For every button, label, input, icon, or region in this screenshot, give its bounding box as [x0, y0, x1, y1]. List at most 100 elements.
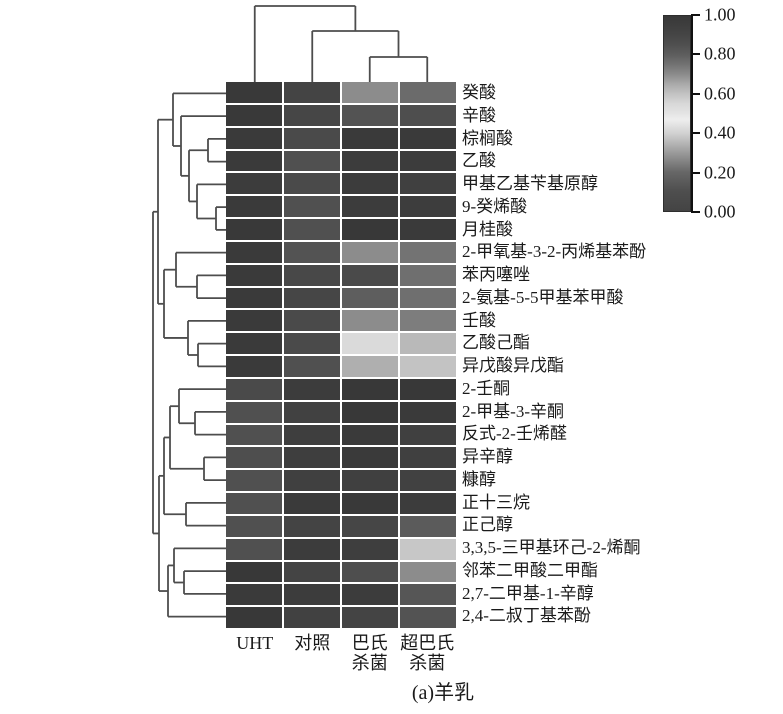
heatmap-cell	[284, 196, 340, 217]
heatmap-cell	[400, 447, 456, 469]
heatmap-cell	[284, 493, 340, 514]
column-dendrogram	[253, 5, 429, 82]
colorbar-tick	[693, 92, 700, 95]
heatmap-cell	[400, 538, 456, 560]
heatmap-cell	[226, 241, 282, 263]
heatmap-cell	[284, 538, 340, 560]
row-label: 甲基乙基苄基原醇	[462, 174, 598, 193]
colorbar-tick-label: 0.20	[704, 162, 736, 183]
heatmap-cell	[342, 607, 398, 628]
heatmap-cell	[342, 219, 398, 240]
row-label: 癸酸	[462, 83, 496, 102]
heatmap-cell	[284, 470, 340, 491]
heatmap-cell	[342, 173, 398, 195]
row-label: 2-氨基-5-5甲基苯甲酸	[462, 287, 624, 307]
heatmap-cell	[226, 219, 282, 240]
colorbar-tick-label: 0.00	[704, 201, 736, 222]
row-label: 2-甲基-3-辛酮	[462, 401, 564, 421]
row-label: 2-壬酮	[462, 378, 511, 398]
heatmap-cell	[342, 584, 398, 606]
heatmap-cell	[400, 196, 456, 217]
row-label: 异辛醇	[462, 447, 513, 466]
row-label: 糠醇	[462, 469, 496, 489]
heatmap-cell	[226, 424, 282, 446]
heatmap-cell	[342, 561, 398, 583]
heatmap-cell	[226, 173, 282, 195]
heatmap-cell	[400, 219, 456, 240]
colorbar-tick	[693, 132, 700, 135]
heatmap-cell	[400, 401, 456, 423]
heatmap-cell	[400, 287, 456, 309]
row-label: 邻苯二甲酸二甲酯	[462, 560, 598, 580]
colorbar-tick-label: 0.80	[704, 43, 736, 64]
heatmap-cell	[342, 424, 398, 446]
heatmap-cell	[284, 104, 340, 126]
heatmap-cell	[226, 310, 282, 332]
heatmap-cell	[284, 264, 340, 286]
heatmap-cell	[284, 584, 340, 606]
row-label: 3,3,5-三甲基环己-2-烯酮	[462, 538, 641, 557]
figure-caption: (a)羊乳	[411, 682, 475, 704]
heatmap-cell	[400, 584, 456, 606]
heatmap-cell	[226, 538, 282, 560]
colorbar-tick	[693, 53, 700, 56]
row-label: 辛酸	[462, 105, 496, 125]
colorbar-tick	[693, 211, 700, 213]
column-label: UHT	[236, 633, 274, 653]
heatmap-cell	[342, 538, 398, 560]
column-label: 超巴氏 杀菌	[400, 633, 455, 673]
heatmap-cell	[342, 196, 398, 217]
heatmap-cell	[400, 104, 456, 126]
heatmap-cell	[226, 127, 282, 149]
heatmap-cell	[284, 333, 340, 354]
heatmap-cell	[226, 607, 282, 628]
row-label: 月桂酸	[462, 219, 513, 239]
heatmap-cell	[284, 378, 340, 400]
heatmap-cell	[400, 310, 456, 332]
colorbar-axis	[691, 14, 693, 213]
heatmap-cell	[284, 127, 340, 149]
heatmap-cell	[342, 150, 398, 172]
heatmap-cell	[400, 150, 456, 172]
column-label: 对照	[294, 633, 331, 653]
heatmap-cell	[284, 150, 340, 172]
row-label: 乙酸己酯	[462, 333, 530, 353]
heatmap-cell	[284, 241, 340, 263]
heatmap-cell	[226, 264, 282, 286]
column-label: 巴氏 杀菌	[351, 633, 388, 673]
row-label: 乙酸	[462, 151, 496, 171]
heatmap-cell	[226, 561, 282, 583]
heatmap-cell	[342, 356, 398, 377]
colorbar-tick	[693, 171, 700, 174]
heatmap-cell	[226, 470, 282, 491]
heatmap-cell	[400, 378, 456, 400]
row-labels: 癸酸 辛酸 棕榈酸 乙酸 甲基乙基苄基原醇 9-癸烯酸 月桂酸 2-甲氧基-3-2-丙烯基苯酚…	[462, 82, 782, 628]
heatmap-grid	[226, 82, 456, 628]
heatmap-cell	[400, 333, 456, 354]
heatmap-cell	[400, 561, 456, 583]
heatmap-cell	[400, 127, 456, 149]
row-dendrogram	[152, 92, 226, 618]
heatmap-cell	[226, 493, 282, 514]
heatmap-cell	[226, 333, 282, 354]
heatmap-cell	[342, 264, 398, 286]
heatmap-cell	[226, 104, 282, 126]
row-label: 2,4-二叔丁基苯酚	[462, 606, 591, 626]
heatmap-cell	[400, 470, 456, 491]
heatmap-cell	[342, 401, 398, 423]
heatmap-cell	[400, 241, 456, 263]
heatmap-cell	[342, 241, 398, 263]
heatmap-cell	[284, 401, 340, 423]
colorbar-tick-label: 0.60	[704, 83, 736, 104]
row-label: 棕榈酸	[462, 128, 513, 148]
heatmap-cell	[400, 356, 456, 377]
heatmap-cell	[400, 424, 456, 446]
heatmap-cell	[342, 82, 398, 103]
row-label: 正十三烷	[462, 492, 530, 512]
heatmap-cell	[284, 607, 340, 628]
row-label: 9-癸烯酸	[462, 196, 528, 216]
heatmap-cell	[342, 333, 398, 354]
heatmap-cell	[284, 561, 340, 583]
